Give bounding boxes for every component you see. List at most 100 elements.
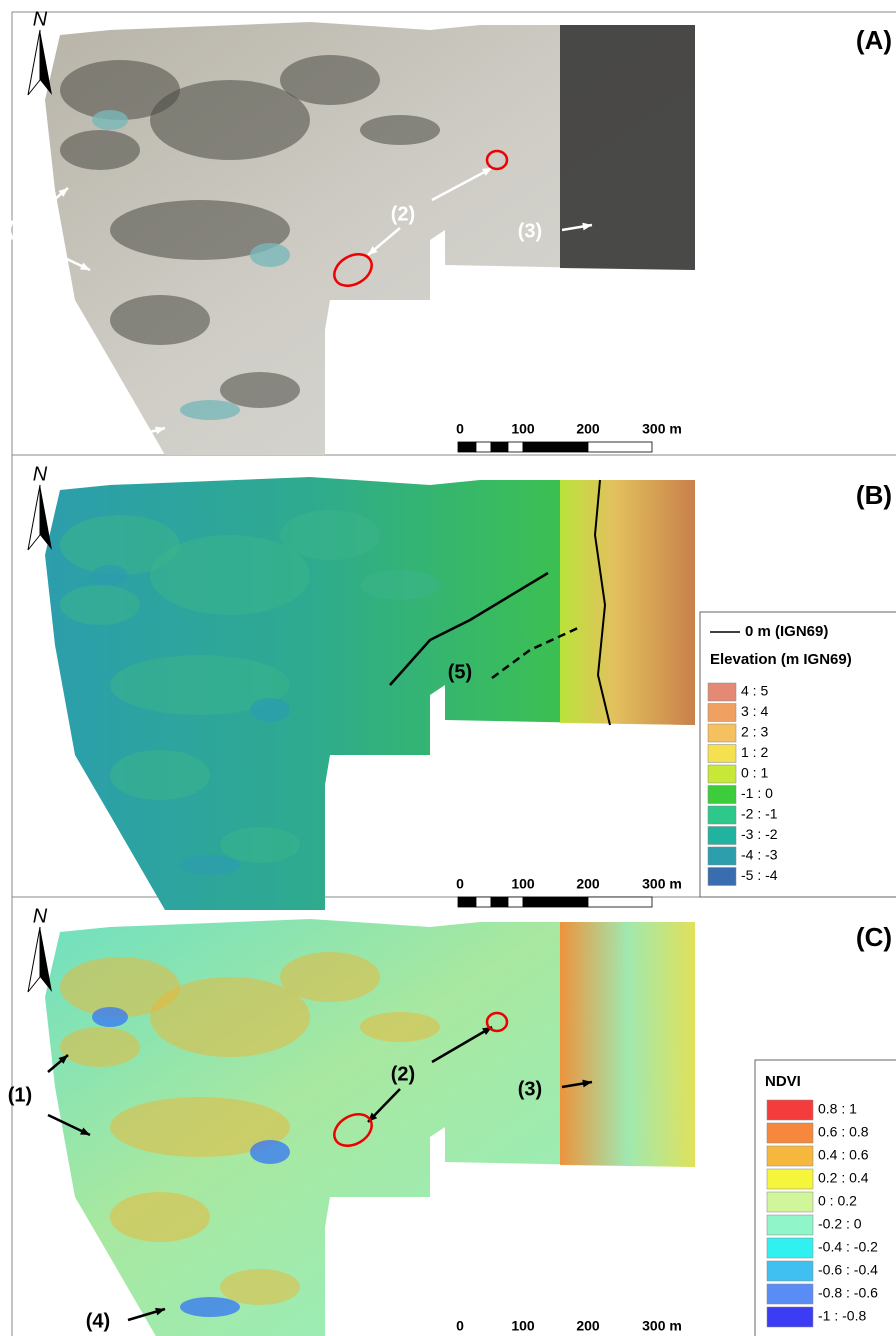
legend-label: -0.2 : 0 — [818, 1216, 862, 1232]
scale-bar-label: 0 — [456, 1318, 464, 1334]
legend-label: 0 : 0.2 — [818, 1193, 857, 1209]
legend-swatch — [767, 1284, 813, 1304]
legend-label: 3 : 4 — [741, 703, 768, 719]
legend-title: NDVI — [765, 1073, 801, 1090]
scale-bar-label: 300 m — [642, 1318, 682, 1334]
scale-bar-label: 200 — [576, 421, 600, 437]
vegetation-patch — [110, 750, 210, 800]
legend-swatch — [708, 683, 736, 701]
coastal-strip — [560, 480, 695, 725]
vegetation-patch — [280, 952, 380, 1002]
vegetation-patch — [110, 295, 210, 345]
legend-label: 0 : 1 — [741, 765, 768, 781]
scale-bar-segment — [476, 897, 491, 907]
panel-label: (A) — [856, 25, 892, 55]
legend-swatch — [708, 827, 736, 845]
annotation: (3) — [518, 220, 542, 242]
scale-bar-label: 300 m — [642, 421, 682, 437]
north-label: N — [33, 463, 48, 485]
annotation: (2) — [391, 203, 415, 225]
legend-swatch — [767, 1123, 813, 1143]
legend-swatch — [767, 1169, 813, 1189]
north-arrow-half — [28, 485, 40, 550]
legend-label: 2 : 3 — [741, 724, 768, 740]
scale-bar-segment — [523, 897, 588, 907]
map-panel: N(A)0100200300 m(1)(2)(3)(4) — [8, 8, 892, 455]
vegetation-patch — [60, 1027, 140, 1067]
vegetation-patch — [280, 55, 380, 105]
water-patch — [180, 855, 240, 875]
water-patch — [250, 698, 290, 722]
vegetation-patch — [220, 372, 300, 408]
legend-label: -5 : -4 — [741, 867, 778, 883]
annotation: (3) — [518, 1078, 542, 1100]
scale-bar-segment — [458, 897, 476, 907]
legend-label: -0.4 : -0.2 — [818, 1239, 878, 1255]
legend-label: 0.2 : 0.4 — [818, 1170, 869, 1186]
legend-swatch — [708, 724, 736, 742]
legend-swatch — [767, 1261, 813, 1281]
legend-swatch — [767, 1146, 813, 1166]
scale-bar-label: 100 — [511, 1318, 535, 1334]
vegetation-patch — [150, 535, 310, 615]
legend-swatch — [767, 1215, 813, 1235]
coastal-strip — [560, 922, 695, 1167]
vegetation-patch — [360, 570, 440, 600]
scale-bar-label: 0 — [456, 876, 464, 892]
legend-title: Elevation (m IGN69) — [710, 651, 852, 668]
scale-bar-label: 100 — [511, 876, 535, 892]
vegetation-patch — [110, 1192, 210, 1242]
north-arrow-half — [28, 927, 40, 992]
vegetation-patch — [60, 130, 140, 170]
legend-label: 0.6 : 0.8 — [818, 1124, 869, 1140]
annotation: (2) — [391, 1063, 415, 1085]
water-patch — [180, 1297, 240, 1317]
legend-swatch — [708, 868, 736, 886]
annotation: (1) — [8, 218, 32, 240]
vegetation-patch — [150, 80, 310, 160]
legend-swatch — [767, 1238, 813, 1258]
scale-bar-label: 200 — [576, 876, 600, 892]
panel-label: (C) — [856, 922, 892, 952]
legend-line-label: 0 m (IGN69) — [745, 623, 828, 640]
vegetation-patch — [150, 977, 310, 1057]
scale-bar-segment — [458, 442, 476, 452]
legend-swatch — [708, 786, 736, 804]
legend-label: 1 : 2 — [741, 744, 768, 760]
annotation: (1) — [8, 1084, 32, 1106]
figure: N(A)0100200300 m(1)(2)(3)(4)N(B)01002003… — [0, 0, 896, 1336]
legend-label: -3 : -2 — [741, 826, 778, 842]
legend-label: 0.8 : 1 — [818, 1101, 857, 1117]
legend-label: -4 : -3 — [741, 847, 778, 863]
water-patch — [250, 243, 290, 267]
legend-swatch — [708, 806, 736, 824]
scale-bar-label: 100 — [511, 421, 535, 437]
vegetation-patch — [60, 585, 140, 625]
legend-label: -1 : 0 — [741, 785, 773, 801]
water-patch — [92, 565, 128, 585]
panel-label: (B) — [856, 480, 892, 510]
water-patch — [250, 1140, 290, 1164]
vegetation-patch — [220, 827, 300, 863]
coastal-strip — [560, 25, 695, 270]
water-patch — [92, 1007, 128, 1027]
legend-swatch — [767, 1100, 813, 1120]
north-arrow-half — [28, 30, 40, 95]
legend-label: 4 : 5 — [741, 683, 768, 699]
water-patch — [92, 110, 128, 130]
water-patch — [180, 400, 240, 420]
legend-label: -0.6 : -0.4 — [818, 1262, 878, 1278]
legend-swatch — [708, 745, 736, 763]
scale-bar-label: 300 m — [642, 876, 682, 892]
scale-bar-segment — [523, 442, 588, 452]
legend-swatch — [708, 847, 736, 865]
annotation: (5) — [448, 661, 472, 683]
annotation: (4) — [86, 428, 110, 450]
vegetation-patch — [360, 115, 440, 145]
vegetation-patch — [280, 510, 380, 560]
legend-label: -2 : -1 — [741, 806, 778, 822]
legend-swatch — [708, 704, 736, 722]
legend-label: -1 : -0.8 — [818, 1308, 866, 1324]
scale-bar-segment — [491, 897, 508, 907]
legend-label: -0.8 : -0.6 — [818, 1285, 878, 1301]
